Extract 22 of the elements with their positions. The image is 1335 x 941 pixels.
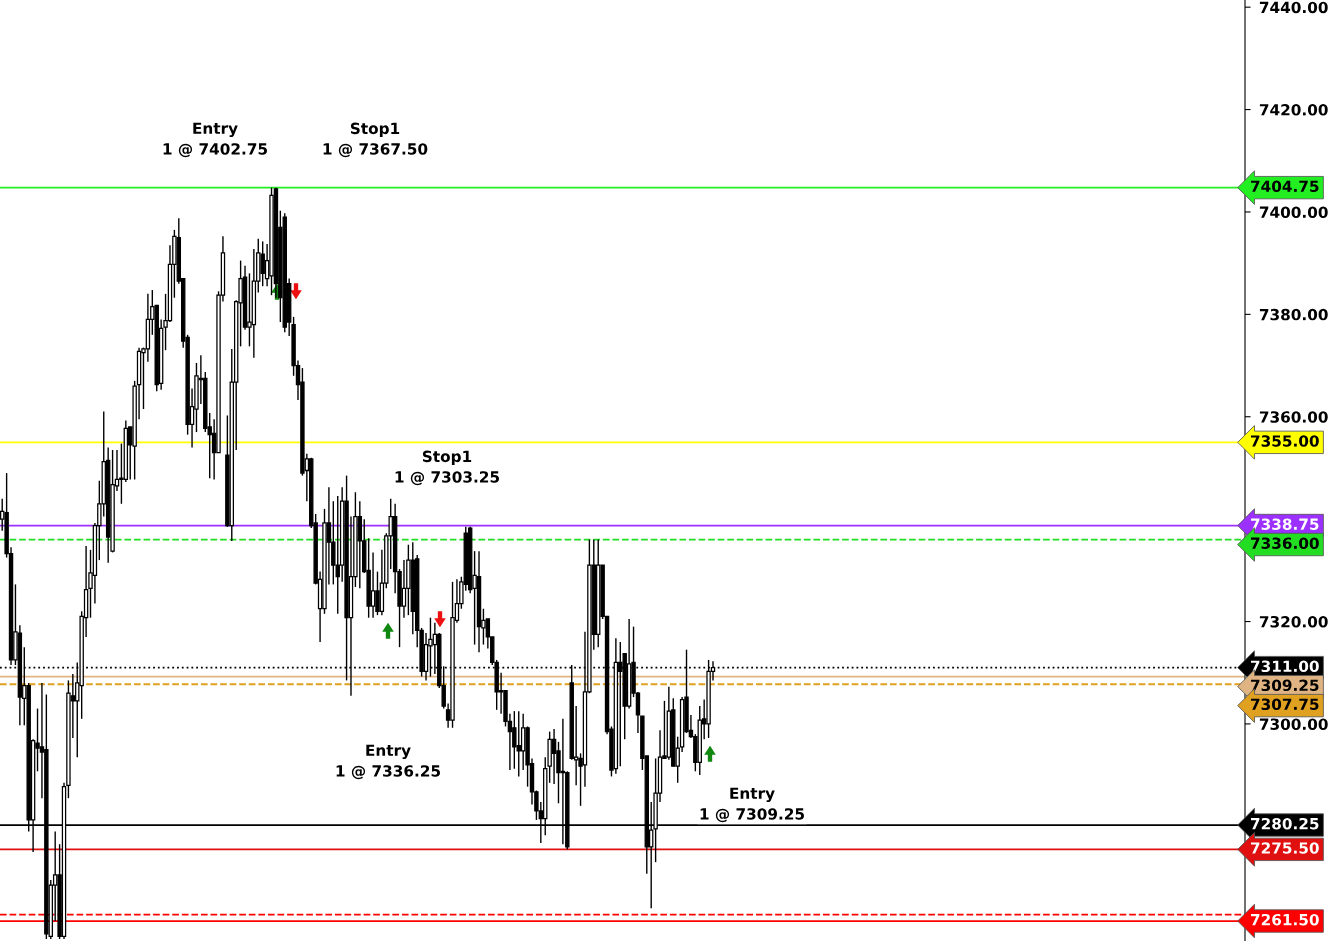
y-tick-label: 7400.00 (1259, 206, 1328, 218)
y-tick-label: 7360.00 (1259, 411, 1328, 423)
annotation: Entry 1 @ 7309.25 (700, 787, 804, 823)
ref-line-label: 7309.25 (1251, 679, 1319, 692)
ref-line-label: 7275.50 (1251, 842, 1319, 854)
ref-line-label: 7355.00 (1251, 435, 1319, 447)
annotation: Entry 1 @ 7402.75 (163, 122, 267, 158)
y-tick-label: 7320.00 (1259, 616, 1328, 628)
y-tick-label: 7380.00 (1259, 308, 1328, 321)
annotation: Stop1 1 @ 7303.25 (395, 450, 499, 486)
annotation: Stop1 1 @ 7367.50 (323, 122, 428, 158)
ref-line-label: 7261.50 (1251, 913, 1319, 926)
annotation: Entry 1 @ 7336.25 (336, 744, 440, 780)
ref-line-label: 7336.00 (1251, 537, 1319, 549)
ref-line-label: 7280.25 (1251, 817, 1319, 830)
y-tick-label: 7300.00 (1259, 718, 1328, 730)
ref-line-label: 7311.00 (1251, 660, 1319, 673)
ref-line-label: 7404.75 (1251, 180, 1319, 193)
y-tick-label: 7440.00 (1259, 1, 1328, 14)
ref-line-label: 7338.75 (1251, 518, 1319, 530)
y-tick-label: 7420.00 (1259, 104, 1328, 116)
ref-line-label: 7307.75 (1251, 698, 1319, 711)
